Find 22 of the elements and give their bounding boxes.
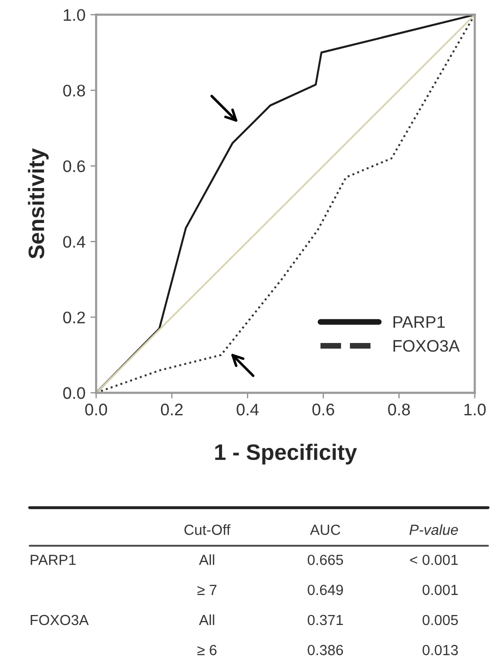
x-tick-label: 0.8: [388, 404, 410, 416]
x-tick-label: 0.2: [160, 404, 183, 416]
x-tick-label: 0.6: [312, 404, 334, 416]
text: PARP1 All 0.665 < 0.001: [30, 554, 458, 566]
text: Cut-Off AUC P-value: [184, 524, 458, 535]
x-tick-label: 0.0: [85, 404, 108, 416]
text: ≥ 7 0.649 0.001: [197, 584, 458, 596]
y-tick-label: 0.8: [63, 84, 85, 97]
y-tick-label: 0.6: [63, 160, 85, 172]
text: FOXO3A All 0.371 0.005: [30, 614, 458, 626]
line-series: [96, 14, 475, 393]
y-tick-label: 1.0: [64, 9, 86, 21]
x-tick-label: 0.4: [236, 404, 259, 416]
y-axis-title: Sensitivity: [28, 148, 49, 259]
x-tick-label: 1.0: [464, 404, 486, 416]
y-tick-label: 0.4: [63, 236, 86, 248]
text: ≥ 6 0.386 0.013: [197, 644, 458, 656]
y-tick-label: 0.2: [63, 312, 85, 324]
legend-label: PARP1: [394, 316, 445, 328]
y-tick-label: 0.0: [63, 387, 86, 399]
x-axis-title: 1 - Specificity: [215, 444, 357, 464]
legend-label: FOXO3A: [394, 340, 460, 352]
